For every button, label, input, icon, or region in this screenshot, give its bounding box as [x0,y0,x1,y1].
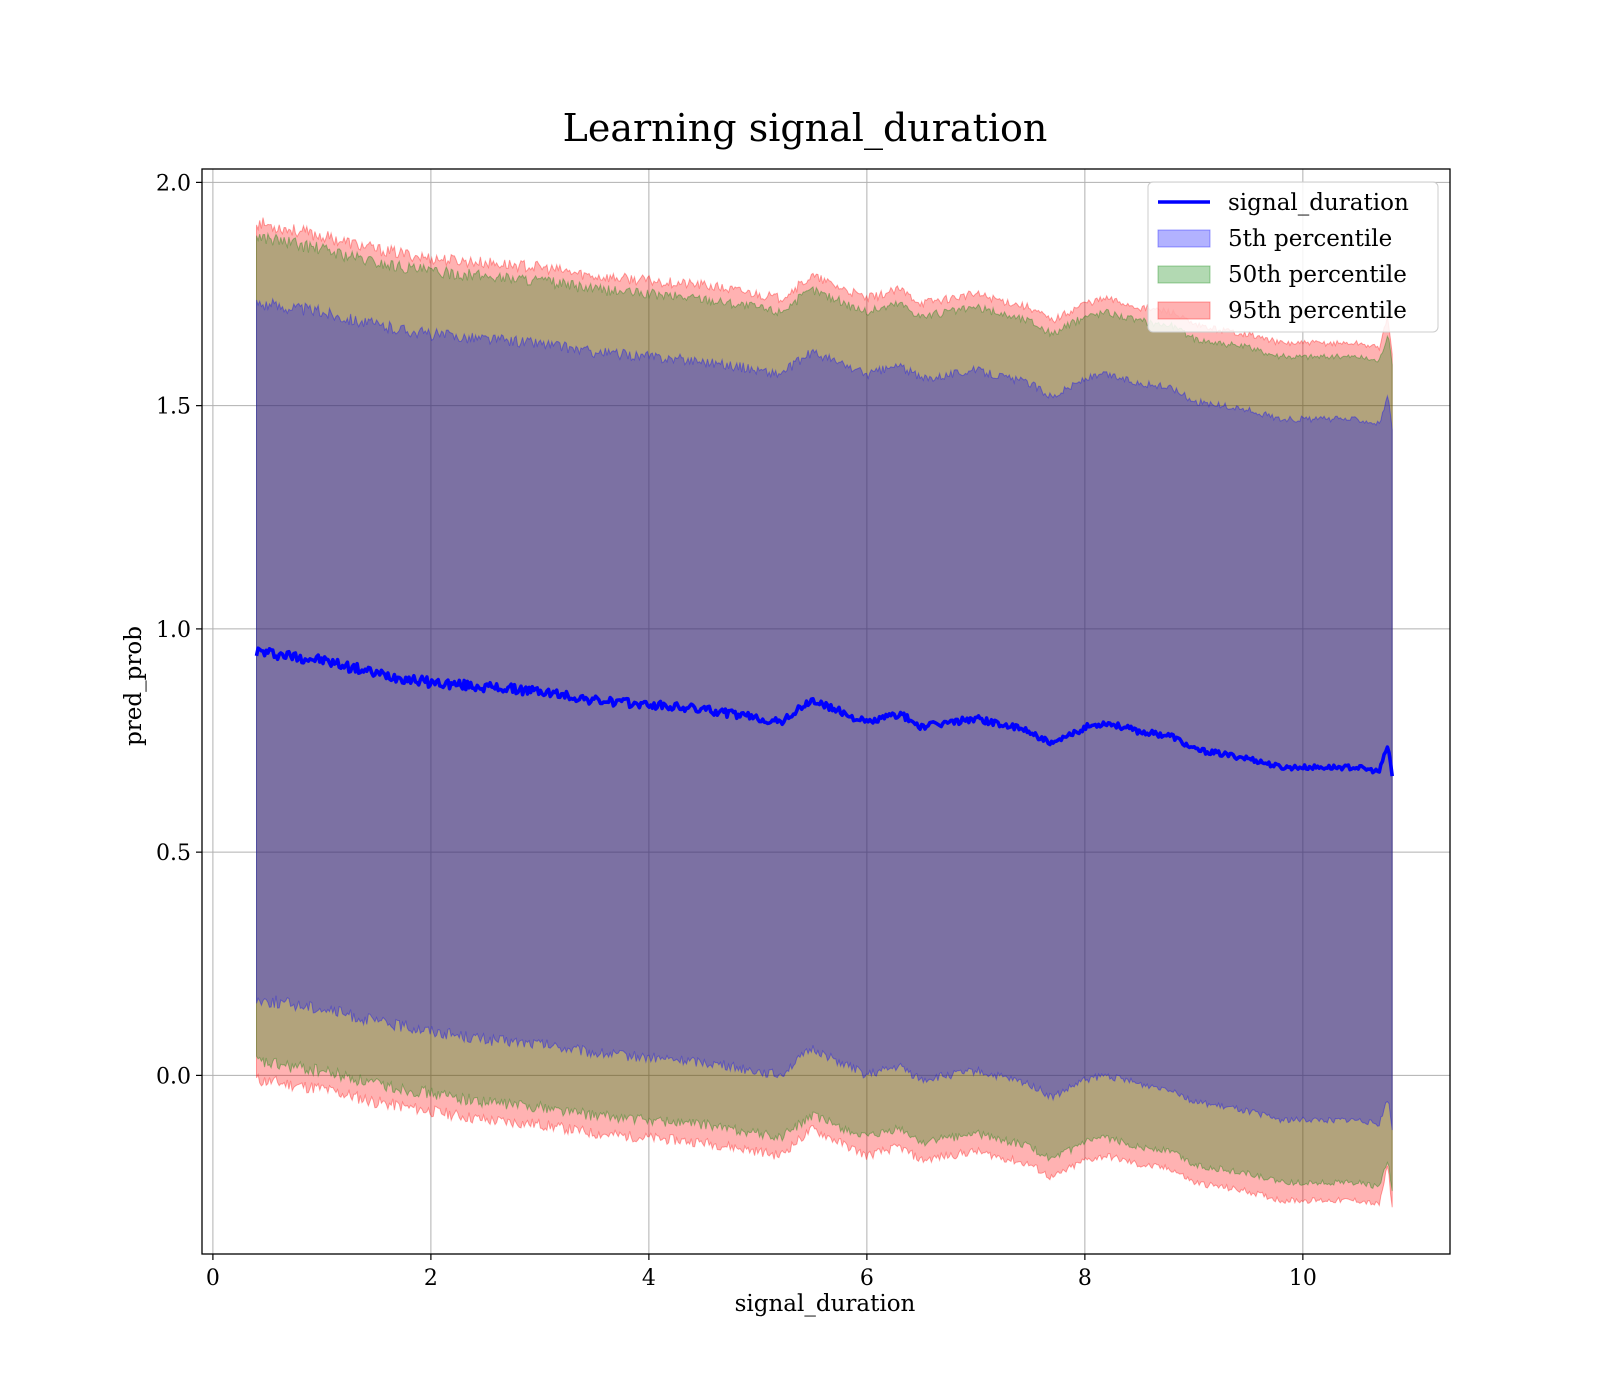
band-95th-percentile [255,217,1393,1208]
y-tick-label-0: 0.0 [156,1064,191,1089]
legend: signal_duration 5th percentile 50th percen… [1147,181,1439,333]
legend-swatch-2 [1157,265,1211,284]
chart-title: Learning signal_duration [563,106,1048,151]
legend-swatch-1 [1157,229,1211,248]
x-tick-label-4: 8 [1078,1266,1092,1291]
y-tick-label-2: 1.0 [156,618,191,643]
x-tick-label-2: 4 [642,1266,656,1291]
y-axis-label: pred_prob [121,626,147,746]
legend-box [1147,181,1439,333]
legend-swatch-3 [1157,301,1211,320]
x-tick-label-1: 2 [424,1266,438,1291]
legend-label-1: 5th percentile [1228,226,1392,252]
line-signal-duration [254,646,1394,777]
x-axis-label: signal_duration [735,1291,916,1317]
percentile-bands [255,217,1393,1208]
band-50th-percentile [255,231,1393,1192]
grid [202,169,1450,1254]
legend-label-2: 50th percentile [1228,262,1407,288]
legend-label-0: signal_duration [1228,190,1409,216]
band-5th-percentile [255,297,1393,1131]
x-tick-label-0: 0 [206,1266,220,1291]
x-tick-label-5: 10 [1289,1266,1317,1291]
y-tick-label-3: 1.5 [156,395,191,420]
legend-label-3: 95th percentile [1228,298,1407,324]
y-tick-label-1: 0.5 [156,841,191,866]
y-tick-label-4: 2.0 [156,171,191,196]
plot-frame [201,168,1451,1255]
x-axis-ticks: 0 2 4 6 8 10 [206,1254,1317,1291]
y-axis-ticks: 0.0 0.5 1.0 1.5 2.0 [156,171,202,1089]
series-lines [254,646,1394,777]
x-tick-label-3: 6 [860,1266,874,1291]
